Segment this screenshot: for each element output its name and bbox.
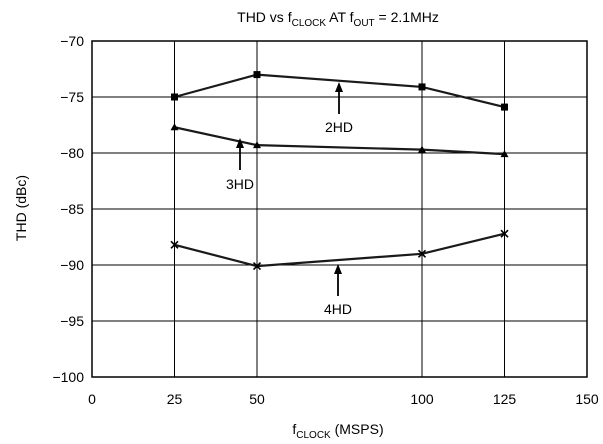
x-tick-label: 50 [249, 391, 265, 407]
marker-4hd [500, 229, 509, 238]
y-tick-label: −75 [60, 89, 84, 105]
marker-3hd [418, 145, 426, 153]
marker-2hd [253, 71, 261, 79]
annotation-3hd: 3HD [226, 138, 254, 192]
marker-4hd [252, 262, 262, 271]
series-lines [174, 73, 505, 268]
marker-2hd [501, 103, 508, 111]
annotation-2hd: 2HD [325, 82, 353, 135]
arrow-head [335, 82, 343, 92]
series-markers [170, 71, 509, 271]
x-tick-label: 25 [167, 391, 183, 407]
marker-2hd [171, 93, 178, 101]
annotation-label-4hd: 4HD [324, 301, 352, 317]
annotation-label-3hd: 3HD [226, 176, 254, 192]
marker-4hd [170, 240, 179, 249]
x-tick-label: 125 [493, 391, 517, 407]
y-tick-label: −80 [60, 145, 84, 161]
marker-3hd [253, 141, 261, 149]
tick-labels: 0 25 50 100 125 150 −70 −75 −80 −85 −90 −95 −100 [52, 33, 598, 407]
marker-3hd [500, 150, 509, 158]
annotations: 2HD 3HD 4HD [226, 82, 353, 317]
arrow-head [236, 138, 244, 148]
annotation-4hd: 4HD [324, 264, 352, 317]
y-tick-label: −95 [60, 313, 84, 329]
annotation-label-2hd: 2HD [325, 119, 353, 135]
series-line-2hd [174, 73, 505, 109]
y-axis-label: THD (dBc) [13, 175, 29, 241]
chart-title: THD vs fCLOCK AT fOUT = 2.1MHz [237, 9, 439, 29]
x-axis-label: fCLOCK (MSPS) [292, 421, 383, 441]
series-line-4hd [174, 232, 505, 268]
x-tick-label: 150 [575, 391, 599, 407]
y-tick-label: −100 [52, 369, 84, 385]
y-tick-label: −70 [60, 33, 84, 49]
y-tick-label: −90 [60, 257, 84, 273]
marker-4hd [417, 249, 427, 258]
x-tick-label: 100 [410, 391, 434, 407]
series-line-3hd [174, 126, 505, 156]
marker-3hd [170, 123, 179, 131]
y-tick-label: −85 [60, 201, 84, 217]
plot-frame [91, 40, 588, 378]
marker-2hd [418, 83, 426, 91]
x-tick-label: 0 [88, 391, 96, 407]
arrow-head [334, 264, 342, 274]
